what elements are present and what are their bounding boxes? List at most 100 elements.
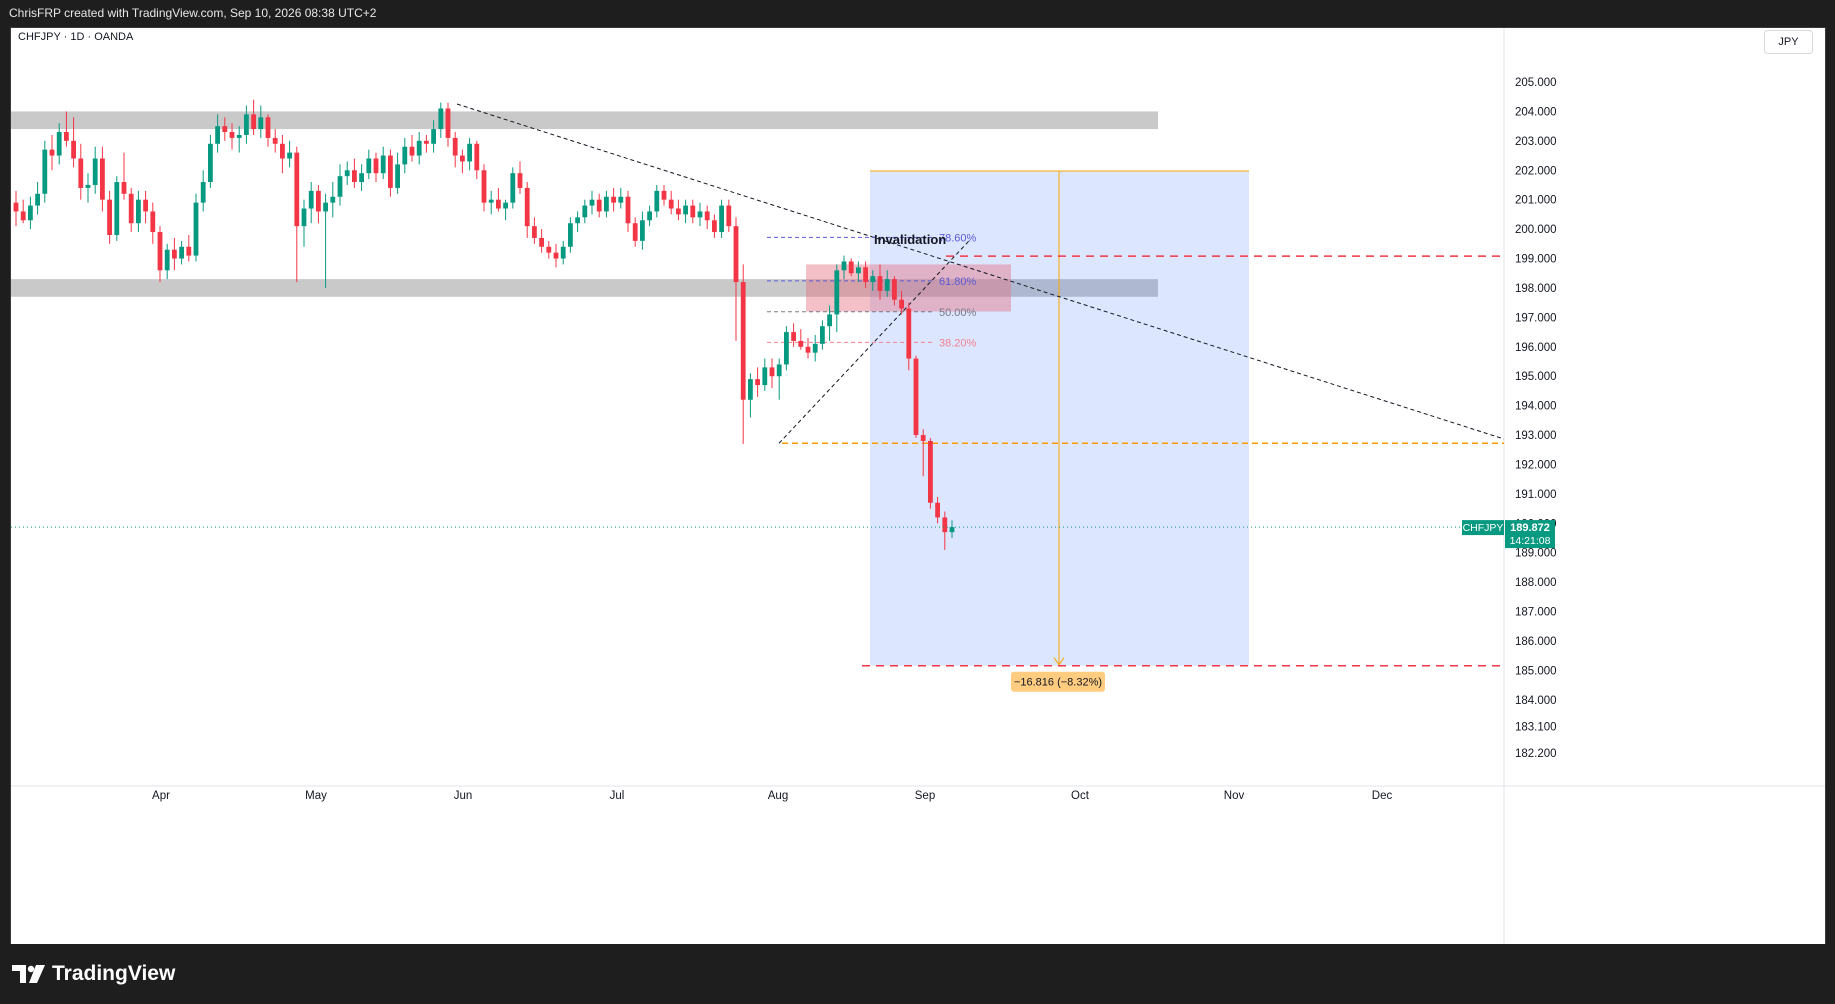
candle-body (524, 187, 530, 227)
candle-body (438, 108, 444, 130)
fib-label: 61.80% (939, 276, 977, 288)
candle-body (467, 143, 472, 162)
candle-body (647, 211, 652, 221)
candle-body (395, 164, 400, 188)
candle-body (748, 379, 753, 400)
candle-body (416, 140, 422, 156)
candle-body (445, 108, 451, 138)
candle-body (272, 137, 278, 144)
candle-body (611, 196, 616, 203)
currency-button[interactable]: JPY (1764, 30, 1813, 54)
price-tag-value: 189.872 (1510, 522, 1550, 534)
candle-body (683, 205, 688, 215)
projection-arrow-head (1053, 657, 1065, 666)
x-tick-label: Oct (1071, 790, 1090, 802)
candle-body (244, 114, 249, 135)
candle-body (863, 267, 868, 283)
candle-body (431, 129, 436, 144)
candle-body (510, 173, 516, 203)
candle-body (481, 170, 487, 203)
candle-body (776, 364, 782, 377)
y-tick-label: 201.000 (1515, 195, 1557, 207)
candle-body (575, 217, 580, 224)
candle-body (892, 279, 897, 300)
candle-body (308, 190, 314, 209)
candle-body (798, 340, 804, 347)
symbol-header[interactable]: CHFJPY · 1D · OANDA (18, 31, 134, 43)
candle-body (496, 199, 501, 209)
candle-body (712, 220, 717, 233)
candle-body (85, 184, 91, 188)
chart-frame[interactable]: 205.000 204.000 203.000 202.000 201.000 200.0… (10, 27, 1826, 945)
tradingview-logo-icon (12, 965, 45, 983)
y-tick-label: 198.000 (1515, 283, 1557, 295)
candle-body (517, 173, 523, 188)
candle-body (568, 223, 573, 247)
candle-body (280, 143, 285, 159)
candle-body (668, 199, 674, 209)
candle-body (114, 182, 120, 235)
symbol-tag-bg (1462, 520, 1504, 536)
candle-body (539, 237, 544, 247)
y-tick-label: 200.000 (1515, 224, 1557, 236)
candle-body (64, 132, 69, 141)
x-tick-label: Sep (915, 790, 935, 802)
candle-body (791, 332, 796, 341)
resistance-zone (11, 111, 1158, 130)
x-tick-label: Jun (454, 790, 473, 802)
candle-body (409, 146, 415, 156)
fib-anchor-line (778, 240, 970, 444)
candle-body (928, 440, 933, 503)
candle-body (330, 196, 336, 203)
candle-body (906, 308, 912, 359)
candle-body (251, 114, 256, 130)
y-tick-label: 188.000 (1515, 577, 1557, 589)
candle-body (740, 282, 746, 400)
descending-trendline (456, 103, 1505, 440)
y-tick-label: 189.000 (1515, 548, 1557, 560)
candle-body (676, 208, 681, 215)
candle-body (784, 332, 789, 365)
candle-body (856, 267, 861, 274)
candle-body (157, 232, 163, 271)
tradingview-logo[interactable]: TradingView (12, 962, 175, 986)
chart-canvas[interactable]: 205.000 204.000 203.000 202.000 201.000 200.0… (11, 28, 1825, 944)
candle-body (107, 199, 112, 235)
x-tick-label: Jul (610, 790, 625, 802)
candle-body (49, 149, 55, 156)
candle-body (690, 205, 696, 218)
candle-body (316, 190, 321, 212)
candle-body (848, 261, 854, 274)
candle-body (726, 205, 732, 227)
candle-body (503, 202, 508, 209)
candle-body (366, 158, 372, 174)
candle-body (92, 158, 98, 185)
candle-body (28, 205, 33, 221)
candle-body (596, 199, 602, 212)
candle-body (884, 279, 890, 291)
candle-body (661, 190, 667, 200)
candle-body (827, 314, 832, 327)
candle-body (805, 346, 811, 353)
candle-body (121, 182, 127, 194)
candle-body (200, 182, 206, 203)
symbol-tag: CHFJPY (1463, 522, 1504, 534)
candle-body (143, 199, 148, 212)
price-tag-bg (1505, 520, 1555, 549)
measure-label-box (1011, 671, 1105, 692)
candle-body (373, 158, 379, 174)
x-tick-label: Aug (768, 790, 788, 802)
candle-body (604, 196, 609, 212)
candle-body (719, 205, 724, 233)
y-tick-label: 185.000 (1515, 665, 1557, 677)
candle-body (474, 143, 480, 171)
candle-body (388, 155, 393, 188)
candle-body (172, 249, 177, 259)
candle-body (359, 173, 364, 183)
y-tick-label: 193.000 (1515, 430, 1557, 442)
candle-body (762, 367, 768, 386)
candle-body (323, 202, 328, 212)
y-tick-label: 195.000 (1515, 371, 1557, 383)
candle-body (755, 379, 760, 386)
candle-body (13, 202, 19, 212)
